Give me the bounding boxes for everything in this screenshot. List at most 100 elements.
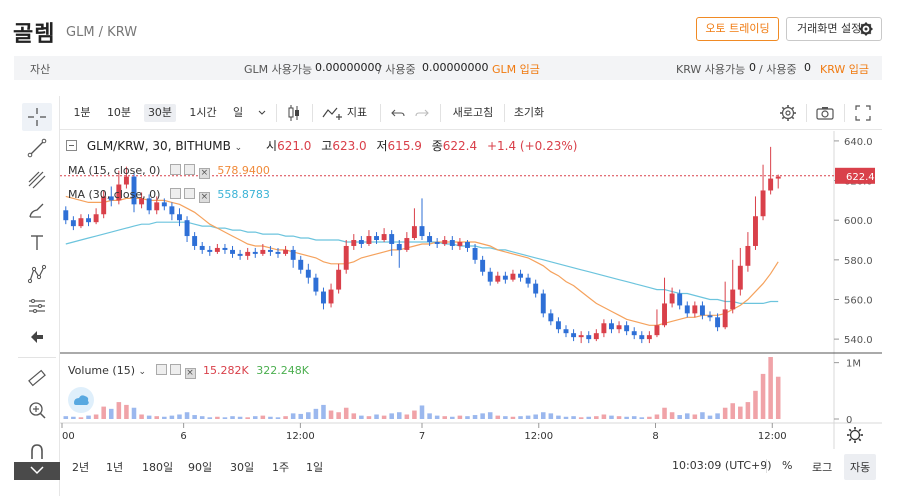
range-180d[interactable]: 180일: [142, 461, 174, 474]
zoom-tool[interactable]: [22, 396, 52, 424]
chart-area[interactable]: 640.0620.0600.0580.0560.0540.01M000612:0…: [60, 131, 882, 449]
close-value: 622.4: [442, 139, 478, 153]
eye-icon[interactable]: [169, 188, 181, 199]
candle-body: [518, 273, 523, 278]
log-toggle[interactable]: 로그: [812, 461, 833, 474]
gear-icon[interactable]: [184, 188, 196, 199]
close-icon[interactable]: ×: [198, 168, 210, 179]
range-1d[interactable]: 1일: [306, 461, 324, 474]
coin-name: 골렘: [13, 22, 56, 47]
eye-icon[interactable]: [169, 164, 181, 175]
chevron-down-icon[interactable]: ⌄: [234, 143, 243, 153]
chart-settings-gear[interactable]: [846, 426, 864, 444]
time-tick-label: 12:00: [524, 431, 553, 442]
symbol-label[interactable]: GLM/KRW, 30, BITHUMB: [86, 139, 231, 153]
close-icon[interactable]: ×: [198, 192, 210, 203]
auto-toggle[interactable]: 자동: [844, 454, 877, 480]
crosshair-tool[interactable]: [22, 103, 52, 131]
percent-toggle[interactable]: %: [782, 459, 793, 472]
candle-body: [123, 176, 129, 185]
ma30-label[interactable]: MA (30, close, 0): [68, 188, 161, 201]
interval-1h[interactable]: 1시간: [189, 106, 217, 119]
interval-dropdown[interactable]: [256, 104, 268, 122]
candle-body: [237, 253, 243, 256]
reset-button[interactable]: 초기화: [513, 106, 545, 119]
candle-body: [267, 249, 273, 252]
volume-bar: [86, 415, 91, 419]
undo-icon: [391, 109, 405, 117]
volume-bar: [268, 416, 273, 419]
auto-trading-button[interactable]: 오토 트레이딩: [696, 17, 779, 41]
open-label: 시: [266, 139, 278, 153]
volume-bar: [412, 410, 417, 419]
snapshot-button[interactable]: [814, 104, 836, 122]
toolbar-collapse-button[interactable]: [14, 462, 60, 480]
volume-bar: [594, 416, 599, 419]
chevron-down-icon[interactable]: ⌄: [138, 367, 147, 377]
indicator-button[interactable]: 지표: [346, 106, 368, 119]
volume-label[interactable]: Volume (15): [68, 364, 135, 377]
candle-body: [283, 249, 289, 254]
candle-body: [230, 249, 235, 254]
symbol-legend: GLM/KRW, 30, BITHUMB ⌄ 시621.0 고623.0 저61…: [66, 137, 577, 154]
collapse-legend-icon[interactable]: [66, 140, 77, 151]
text-tool[interactable]: [22, 229, 52, 257]
screen-setting-button[interactable]: 거래화면 설정: [786, 17, 882, 41]
volume-bar: [700, 412, 705, 419]
volume-bar: [730, 403, 736, 419]
candle-type-button[interactable]: [284, 104, 304, 122]
brush-tool[interactable]: [22, 197, 52, 225]
range-1w[interactable]: 1주: [272, 461, 290, 474]
back-tool[interactable]: [22, 323, 52, 351]
magnet-tool[interactable]: [22, 438, 52, 466]
interval-day[interactable]: 일: [232, 106, 244, 119]
refresh-button[interactable]: 새로고침: [452, 106, 494, 119]
ruler-tool[interactable]: [22, 364, 52, 392]
last-price-label: 622.4: [846, 172, 875, 183]
range-bar: 2년 1년 180일 90일 30일 1주 1일 10:03:09 (UTC+9…: [60, 452, 882, 480]
candle-body: [161, 202, 167, 207]
glm-deposit-link[interactable]: GLM 입금: [492, 63, 540, 76]
close-icon[interactable]: ×: [184, 368, 196, 379]
candle-body: [298, 259, 304, 270]
redo-button[interactable]: [414, 104, 430, 122]
change-value: +1.4 (+0.23%): [486, 139, 578, 153]
candle-body: [578, 335, 584, 338]
price-tick-label: 640.0: [844, 137, 873, 148]
volume-bar: [381, 415, 387, 419]
volume-bar: [124, 404, 129, 419]
gear-icon: [847, 427, 863, 443]
brush-icon: [29, 203, 44, 218]
range-30d[interactable]: 30일: [230, 461, 255, 474]
undo-button[interactable]: [390, 104, 406, 122]
candle-body: [290, 249, 296, 260]
chart-settings-button[interactable]: [778, 104, 798, 122]
fullscreen-button[interactable]: [854, 104, 872, 122]
indicator-icon-wrap[interactable]: [322, 104, 344, 122]
trendline-tool[interactable]: [22, 134, 52, 162]
range-2y[interactable]: 2년: [72, 461, 90, 474]
interval-10m[interactable]: 10분: [106, 106, 132, 119]
candle-body: [192, 236, 198, 246]
measure-tool[interactable]: [22, 292, 52, 320]
ma15-label[interactable]: MA (15, close, 0): [68, 164, 161, 177]
gear-icon[interactable]: [170, 364, 182, 375]
gear-icon[interactable]: [184, 164, 196, 175]
interval-1m[interactable]: 1분: [73, 106, 91, 119]
candle-body: [245, 251, 251, 256]
fib-tool[interactable]: [22, 166, 52, 194]
eye-icon[interactable]: [155, 364, 167, 375]
range-90d[interactable]: 90일: [188, 461, 213, 474]
interval-30m[interactable]: 30분: [144, 104, 176, 122]
krw-deposit-link[interactable]: KRW 입금: [820, 63, 870, 76]
candle-body: [366, 236, 372, 244]
low-value: 615.9: [387, 139, 422, 153]
pattern-tool[interactable]: [22, 260, 52, 288]
candle-body: [533, 283, 539, 294]
volume-bar: [154, 416, 160, 419]
drawing-toolbar: [14, 96, 60, 496]
range-1y[interactable]: 1년: [106, 461, 124, 474]
time-tick-label: 8: [652, 431, 658, 442]
chart-svg[interactable]: 640.0620.0600.0580.0560.0540.01M000612:0…: [60, 131, 882, 449]
volume-legend: Volume (15) ⌄ × 15.282K 322.248K: [68, 364, 309, 379]
